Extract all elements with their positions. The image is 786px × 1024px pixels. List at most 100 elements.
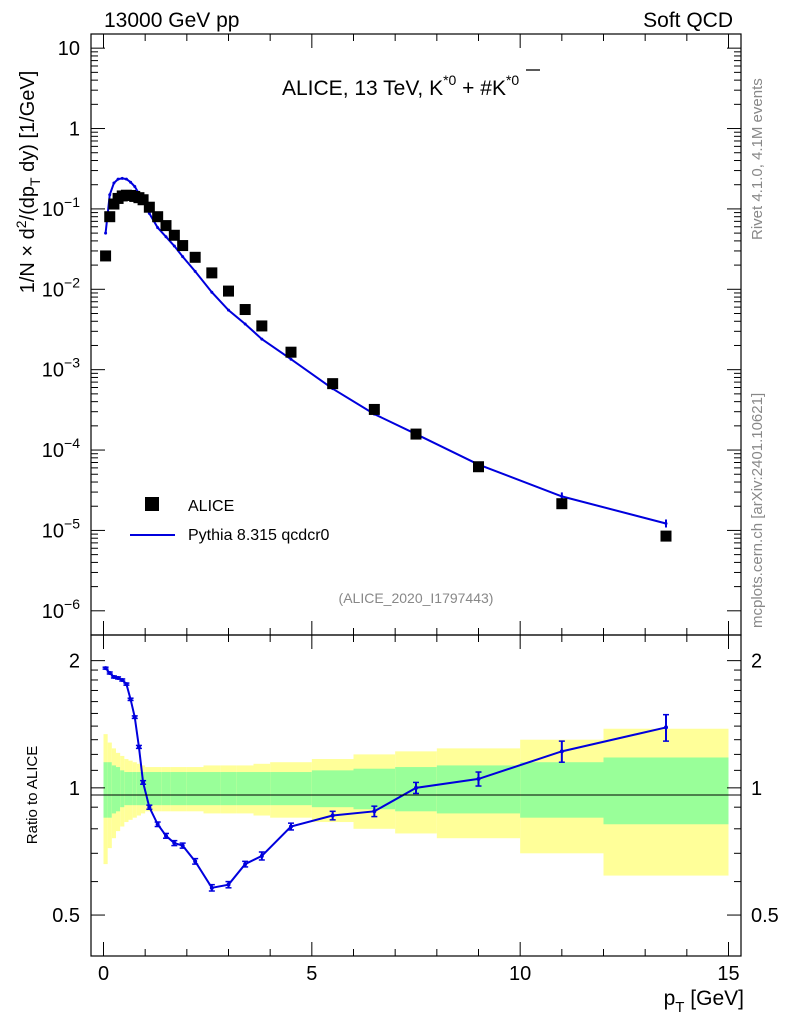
y-tick-base: 1: [69, 119, 80, 141]
data-point: [206, 267, 218, 279]
ratio-point: [124, 682, 129, 687]
mc-point: [156, 226, 160, 230]
y-tick-exp: −6: [64, 596, 80, 612]
legend-mc-label: Pythia 8.315 qcdcr0: [188, 527, 330, 544]
band-inner: [136, 772, 141, 806]
mc-point: [108, 193, 112, 197]
ratio-point: [209, 885, 214, 890]
band-inner: [161, 772, 171, 806]
title-mid: + #: [456, 77, 492, 100]
y-tick-exp: −2: [64, 274, 80, 290]
ratio-tick-label-right: 0.5: [751, 905, 779, 927]
data-point: [223, 285, 234, 297]
y-tick-label-top: 10−1: [42, 194, 80, 221]
ratio-point: [164, 833, 168, 838]
data-point: [556, 498, 568, 510]
ratio-point: [243, 862, 248, 867]
band-inner: [141, 772, 146, 806]
data-point: [152, 211, 164, 223]
mc-point: [260, 337, 264, 341]
top-panel-frame: [90, 33, 742, 636]
ratio-point: [111, 674, 116, 679]
ylabel-b: 2: [13, 220, 29, 228]
y-tick-label-top: 10−3: [42, 355, 80, 382]
x-tick-label: 5: [306, 963, 317, 985]
band-inner: [103, 762, 108, 818]
band-inner: [124, 772, 129, 806]
mc-point: [104, 231, 108, 235]
band-inner: [203, 772, 221, 806]
legend-data-marker: [145, 497, 159, 511]
band-inner: [145, 772, 154, 806]
mc-point: [112, 181, 116, 185]
data-point: [473, 461, 484, 473]
data-point: [327, 378, 339, 390]
band-inner: [116, 767, 121, 812]
band-inner: [107, 762, 112, 818]
band-inner: [111, 765, 116, 814]
y-axis-label-top: 1/N × d2/(dpT dy) [1/GeV]: [13, 71, 43, 294]
mc-point: [116, 177, 120, 181]
data-series: [100, 176, 672, 892]
y-tick-label-top: 10−2: [42, 274, 80, 301]
y-tick-base: 10: [42, 360, 64, 382]
ylabel-e: dy) [1/GeV]: [17, 71, 39, 178]
mc-point: [289, 357, 293, 361]
data-point: [160, 220, 172, 232]
y-tick-base: 10: [42, 440, 64, 462]
mc-curve: [104, 177, 667, 525]
ratio-point: [107, 670, 112, 675]
data-point: [100, 250, 112, 262]
mc-point: [210, 290, 214, 294]
mc-point: [129, 180, 133, 184]
ratio-point: [147, 805, 152, 810]
y-tick-base: 10: [42, 601, 64, 623]
xlabel-rest: [GeV]: [684, 987, 744, 1010]
data-point: [143, 201, 155, 213]
header-left: 13000 GeV pp: [104, 9, 239, 32]
ratio-point: [172, 841, 177, 846]
x-tick-label: 10: [509, 963, 531, 985]
data-point: [168, 229, 180, 241]
mc-point: [193, 269, 197, 273]
ratio-point: [476, 776, 481, 781]
band-inner: [236, 772, 254, 806]
y-tick-exp: −3: [64, 355, 80, 371]
ratio-point: [155, 822, 160, 827]
ratio-point: [259, 853, 264, 858]
y-tick-label-top: 10−5: [42, 515, 80, 542]
band-inner: [178, 772, 187, 806]
mc-point: [227, 308, 230, 312]
rivet-label: Rivet 4.1.0, 4.1M events: [749, 78, 766, 240]
ratio-point: [103, 666, 108, 671]
mc-point: [181, 255, 185, 259]
ratio-tick-label-right: 1: [751, 778, 762, 800]
band-inner: [520, 762, 604, 818]
ratio-tick-label-left: 0.5: [52, 905, 80, 927]
ratio-point: [664, 725, 668, 730]
band-inner: [311, 770, 354, 808]
ratio-point: [120, 677, 125, 682]
ratio-point: [136, 744, 141, 749]
ratio-point: [559, 749, 564, 754]
x-tick-label: 15: [717, 963, 739, 985]
y-tick-exp: −4: [64, 435, 80, 451]
data-point: [137, 194, 149, 206]
ratio-point: [128, 697, 133, 702]
y-axis-label-bottom: Ratio to ALICE: [24, 746, 41, 844]
ratio-point: [226, 882, 231, 887]
ylabel-c: /(dp: [17, 186, 39, 220]
mc-point: [172, 244, 176, 248]
title-sup1: *0: [443, 72, 456, 88]
data-point: [177, 240, 189, 252]
band-inner: [120, 770, 125, 808]
y-tick-base: 10: [42, 199, 64, 221]
y-tick-label-top: 10−6: [42, 596, 80, 623]
mc-point: [124, 177, 128, 181]
ratio-point: [180, 843, 185, 848]
xlabel-sub: T: [675, 999, 684, 1016]
ratio-point: [414, 785, 418, 790]
y-tick-label-top: 10−4: [42, 435, 80, 462]
data-point: [108, 198, 120, 210]
